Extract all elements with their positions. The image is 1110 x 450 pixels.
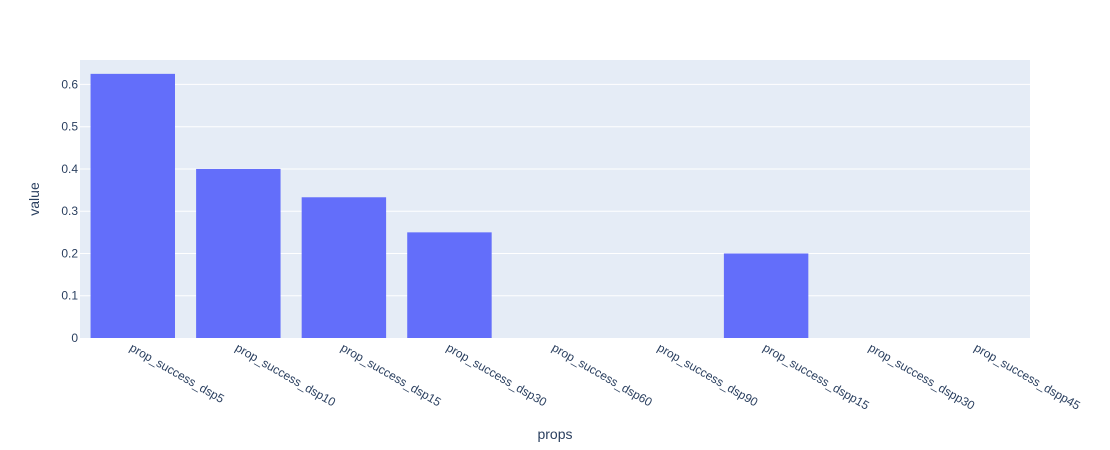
x-tick-label: prop_success_dsp90 bbox=[655, 340, 760, 409]
x-tick-label: prop_success_dsp10 bbox=[233, 340, 338, 409]
x-tick-label: prop_success_dsp60 bbox=[550, 340, 655, 409]
x-tick-label: prop_success_dspp30 bbox=[866, 340, 977, 412]
y-tick-label: 0 bbox=[71, 331, 78, 345]
y-tick-label: 0.6 bbox=[61, 77, 78, 91]
y-axis-title: value bbox=[26, 182, 42, 216]
bar[interactable] bbox=[723, 253, 809, 338]
bar[interactable] bbox=[301, 197, 387, 338]
x-axis-title: props bbox=[537, 426, 572, 442]
bar[interactable] bbox=[196, 168, 281, 338]
y-tick-label: 0.1 bbox=[61, 289, 78, 303]
x-axis-ticks: prop_success_dsp5 prop_success_dsp10 prop_… bbox=[127, 340, 1083, 412]
bar[interactable] bbox=[90, 73, 175, 338]
x-tick-label: prop_success_dsp5 bbox=[127, 340, 227, 406]
x-tick-label: prop_success_dspp15 bbox=[761, 340, 872, 412]
bars bbox=[90, 73, 809, 338]
y-tick-label: 0.2 bbox=[61, 246, 78, 260]
y-tick-label: 0.3 bbox=[61, 204, 78, 218]
x-tick-label: prop_success_dsp30 bbox=[444, 340, 549, 409]
y-tick-label: 0.5 bbox=[61, 120, 78, 134]
y-tick-label: 0.4 bbox=[61, 162, 78, 176]
x-tick-label: prop_success_dsp15 bbox=[338, 340, 443, 409]
bar[interactable] bbox=[407, 232, 492, 338]
x-tick-label: prop_success_dspp45 bbox=[972, 340, 1083, 412]
y-axis-ticks: 0 0.1 0.2 0.3 0.4 0.5 0.6 bbox=[61, 77, 78, 345]
